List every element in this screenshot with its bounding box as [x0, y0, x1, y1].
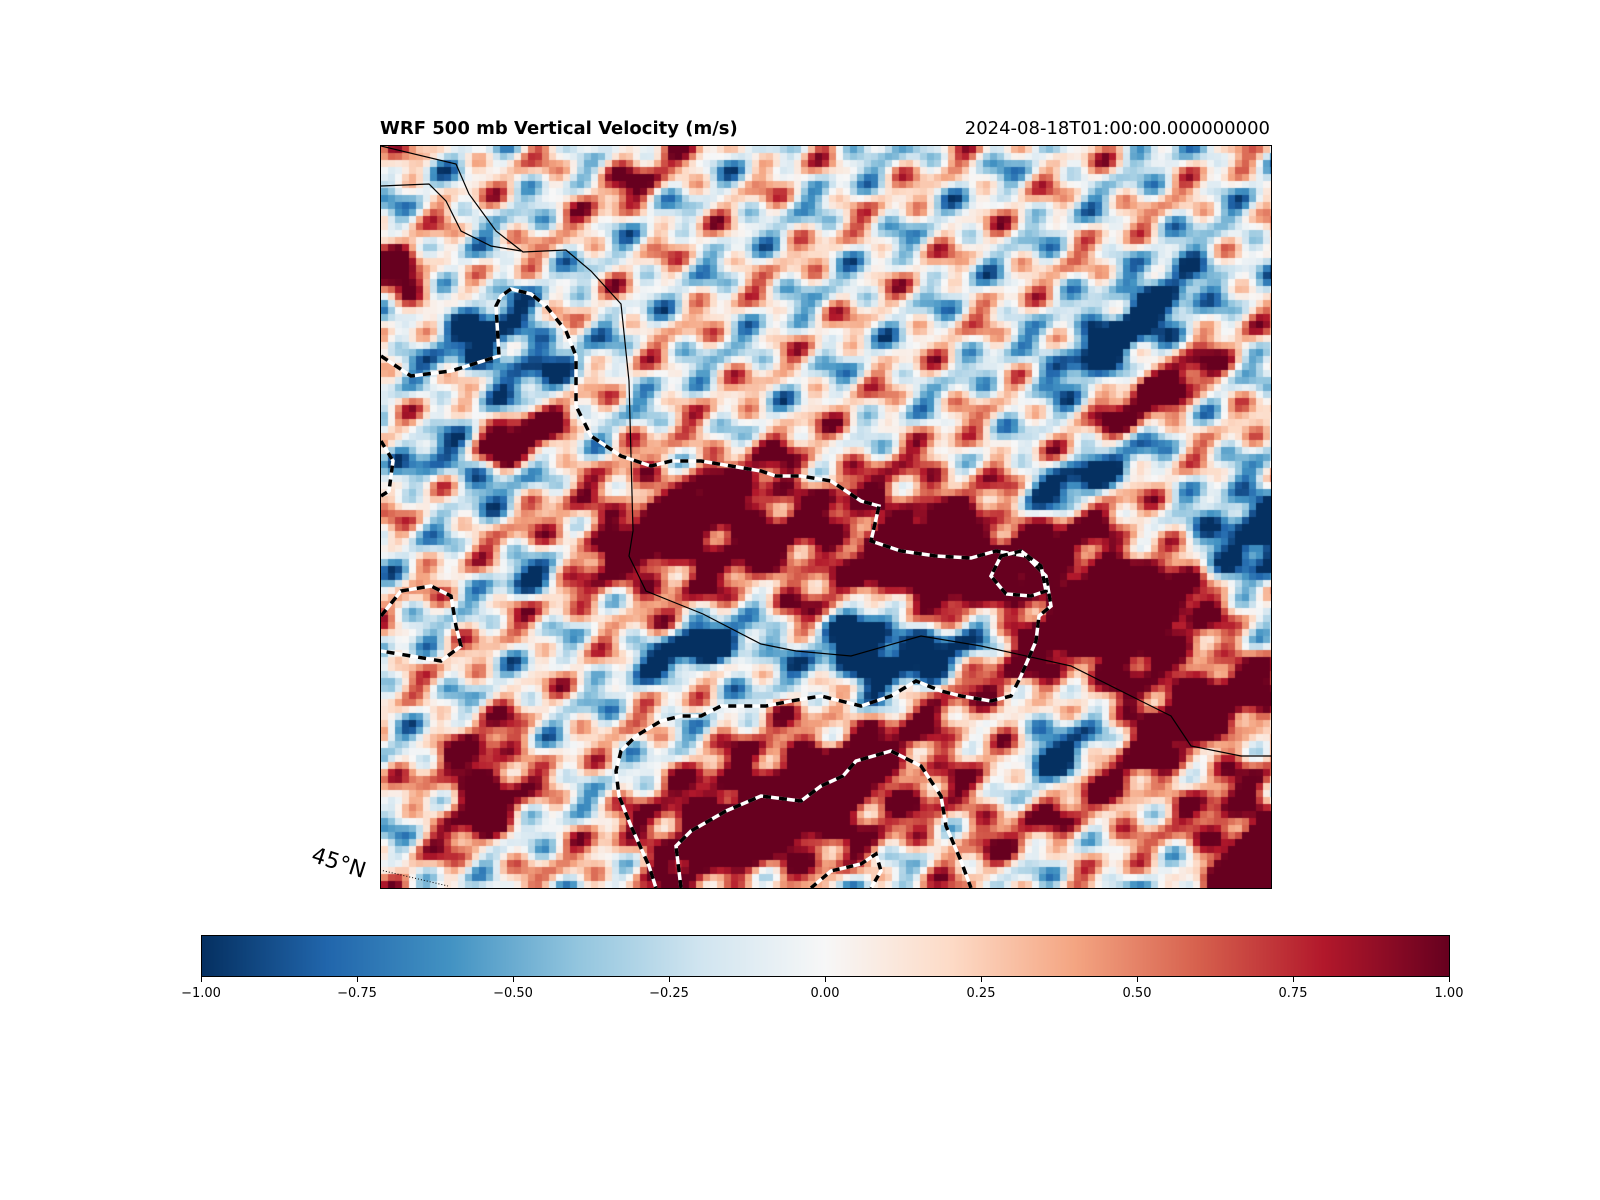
colorbar-tick-mark: [981, 977, 982, 982]
contour-south-dash: [674, 749, 973, 888]
colorbar-ticks: −1.00 −0.75 −0.50 −0.25 0.00 0.25 0.50 0.75 1.00: [181, 977, 1463, 1007]
latitude-label: 45°N: [308, 843, 369, 884]
colorbar-tick-label: −0.75: [337, 986, 377, 1001]
contour-small-west-dash: [381, 440, 395, 498]
colorbar-tick-label: 1.00: [1434, 986, 1464, 1001]
map-overlay: [381, 146, 1271, 888]
contour-main-dash: [381, 287, 1053, 888]
colorbar-tick-label: −1.00: [181, 986, 221, 1001]
colorbar-tick-label: 0.75: [1278, 986, 1308, 1001]
colorbar-tick-label: 0.25: [966, 986, 996, 1001]
colorbar-tick-mark: [669, 977, 670, 982]
colorbar-tick-label: 0.50: [1122, 986, 1152, 1001]
boundary-line-coast: [381, 183, 522, 252]
state-boundaries: [381, 146, 1271, 757]
contour-west: [381, 584, 463, 663]
vertical-velocity-map: [380, 145, 1272, 889]
ascent-contours: [381, 287, 1053, 888]
boundary-line-north: [381, 146, 1271, 757]
latitude-gridline: [380, 869, 449, 887]
colorbar-tick-mark: [1449, 977, 1450, 982]
colorbar-tick-mark: [1137, 977, 1138, 982]
colorbar-tick-label: −0.25: [649, 986, 689, 1001]
colorbar-tick-mark: [357, 977, 358, 982]
colorbar-tick-mark: [513, 977, 514, 982]
contour-inner-east-dash: [988, 549, 1049, 598]
map-timestamp: 2024-08-18T01:00:00.000000000: [964, 118, 1270, 139]
contour-south: [674, 749, 973, 888]
colorbar: [201, 935, 1450, 977]
contour-west-dash: [381, 584, 463, 663]
contour-main: [381, 287, 1053, 888]
contour-bottom-mid: [809, 851, 883, 888]
colorbar-tick-mark: [201, 977, 202, 982]
colorbar-tick-label: 0.00: [810, 986, 840, 1001]
colorbar-tick-label: −0.50: [493, 986, 533, 1001]
map-title: WRF 500 mb Vertical Velocity (m/s): [380, 118, 738, 139]
velocity-field-raster: [381, 146, 1271, 888]
colorbar-tick-mark: [825, 977, 826, 982]
colorbar-tick-mark: [1293, 977, 1294, 982]
